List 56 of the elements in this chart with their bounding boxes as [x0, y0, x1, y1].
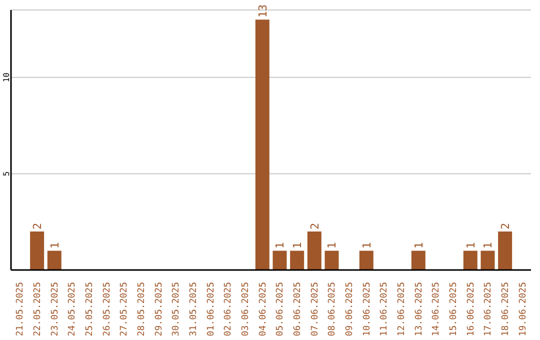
x-tick-label: 22.05.2025: [33, 282, 43, 336]
x-tick-label: 11.06.2025: [380, 282, 390, 336]
x-tick-label: 25.05.2025: [85, 282, 95, 336]
data-label: 2: [31, 222, 44, 230]
x-tick-label: 19.06.2025: [518, 282, 528, 336]
bar: [359, 250, 374, 270]
x-tick-label: 06.06.2025: [293, 282, 303, 336]
x-tick-label: 28.05.2025: [137, 282, 147, 336]
bar: [255, 20, 270, 270]
bar: [498, 231, 512, 270]
data-label: 13: [256, 4, 270, 18]
x-tick-label: 04.06.2025: [258, 282, 268, 336]
x-tick-label: 16.06.2025: [466, 282, 476, 336]
data-label: 1: [360, 242, 374, 249]
bar: [272, 250, 287, 270]
x-tick-label: 26.05.2025: [102, 282, 112, 336]
x-tick-label: 01.06.2025: [206, 282, 216, 336]
x-tick-label: 21.05.2025: [16, 282, 26, 336]
x-tick-label: 08.06.2025: [328, 282, 338, 336]
x-tick-label: 02.06.2025: [224, 282, 234, 336]
x-tick-label: 27.05.2025: [120, 282, 130, 336]
x-tick-label: 29.05.2025: [154, 282, 164, 336]
x-tick-label: 14.06.2025: [432, 282, 442, 336]
x-tick-label: 31.05.2025: [189, 282, 199, 336]
bar: [463, 250, 478, 270]
x-tick-label: 24.05.2025: [68, 282, 78, 336]
bar: [30, 231, 44, 270]
data-label: 1: [412, 242, 426, 249]
data-label: 1: [291, 242, 304, 249]
x-tick-label: 17.06.2025: [484, 282, 494, 336]
bar: [480, 250, 495, 270]
y-tick-label: 10: [2, 72, 11, 82]
x-tick-label: 05.06.2025: [276, 282, 286, 336]
x-tick-label: 30.05.2025: [172, 282, 182, 336]
bar: [411, 250, 426, 270]
data-label: 1: [48, 242, 62, 249]
data-label: 1: [326, 242, 339, 249]
x-tick-label: 07.06.2025: [310, 282, 320, 336]
bar: [47, 250, 62, 270]
bar: [324, 250, 339, 270]
x-tick-label: 13.06.2025: [414, 282, 424, 336]
x-tick-label: 15.06.2025: [449, 282, 459, 336]
bar: [307, 231, 322, 270]
data-label: 2: [499, 222, 512, 230]
x-tick-label: 23.05.2025: [50, 282, 60, 336]
data-label: 1: [464, 242, 478, 249]
x-tick-label: 10.06.2025: [362, 282, 372, 336]
data-label: 1: [482, 242, 495, 249]
data-label: 2: [308, 222, 322, 230]
data-label: 1: [274, 242, 287, 249]
x-tick-label: 18.06.2025: [501, 282, 511, 336]
x-tick-label: 09.06.2025: [345, 282, 355, 336]
x-tick-label: 03.06.2025: [241, 282, 251, 336]
bar: [290, 250, 304, 270]
y-tick-label: 5: [2, 171, 11, 176]
x-tick-label: 12.06.2025: [397, 282, 407, 336]
